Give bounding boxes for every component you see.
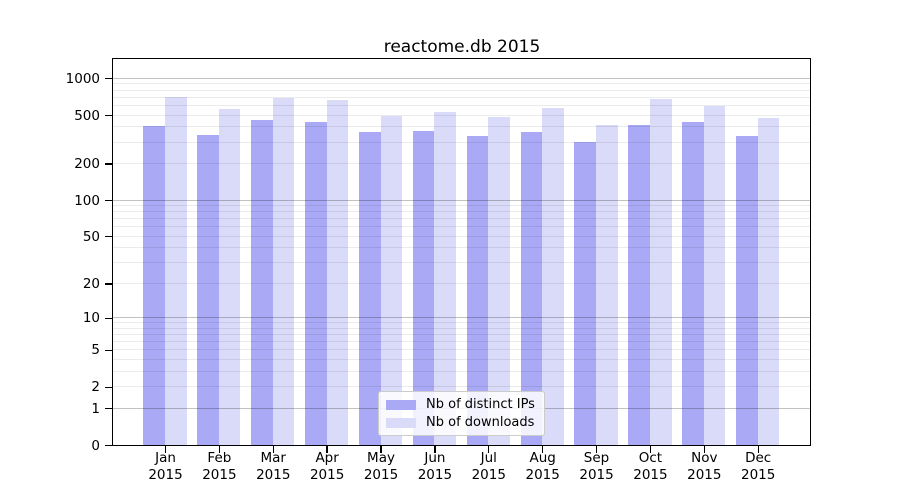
y-tick-label: 500 [74, 107, 100, 124]
x-tick-label-apr: Apr 2015 [309, 450, 345, 483]
y-tick-label: 2 [91, 379, 100, 396]
x-tick-label-jul: Jul 2015 [471, 450, 506, 483]
y-tick-label: 200 [74, 156, 100, 173]
bar-sep-distinct-ips [574, 142, 597, 445]
bar-nov-distinct-ips [682, 122, 704, 445]
y-tick-label: 10 [82, 310, 100, 327]
y-tick-label: 100 [74, 192, 100, 209]
bar-sep-downloads [596, 124, 618, 445]
bar-aug-downloads [542, 108, 564, 445]
bar-aug-distinct-ips [520, 132, 543, 445]
bar-mar-downloads [272, 97, 295, 445]
bar-jun-downloads [434, 111, 456, 445]
x-tick-label-dec: Dec 2015 [740, 450, 776, 483]
bars-layer [113, 59, 810, 445]
bar-may-downloads [380, 115, 403, 445]
legend-item-distinct-ips: Nb of distinct IPs [386, 397, 544, 412]
bar-may-distinct-ips [358, 131, 381, 445]
y-tick-label: 5 [91, 342, 100, 359]
bar-nov-downloads [703, 105, 726, 445]
x-tick [757, 445, 759, 453]
bar-jan-distinct-ips [143, 125, 165, 445]
x-tick-label-may: May 2015 [363, 450, 399, 483]
y-tick-label: 50 [82, 228, 100, 245]
bar-apr-downloads [326, 99, 349, 445]
y-tick-label: 20 [82, 275, 100, 292]
y-tick-label: 0 [91, 437, 100, 454]
bar-feb-downloads [218, 109, 241, 445]
bar-feb-distinct-ips [197, 134, 219, 445]
chart-title: reactome.db 2015 [383, 37, 541, 57]
y-tick-label: 1 [91, 400, 100, 417]
x-tick-label-jan: Jan 2015 [148, 450, 183, 483]
legend-label-distinct-ips: Nb of distinct IPs [426, 397, 535, 412]
x-tick [272, 445, 274, 453]
bar-jun-distinct-ips [412, 131, 435, 445]
x-tick [649, 445, 652, 453]
x-tick [164, 445, 167, 453]
bar-dec-downloads [757, 117, 780, 445]
x-tick [434, 445, 436, 453]
bar-mar-distinct-ips [251, 120, 273, 445]
x-tick [326, 445, 328, 453]
legend: Nb of distinct IPs Nb of downloads [378, 391, 545, 436]
legend-swatch-distinct-ips [386, 399, 416, 410]
x-tick-label-aug: Aug 2015 [525, 450, 560, 483]
x-tick [218, 445, 221, 453]
x-tick-label-sep: Sep 2015 [579, 450, 614, 483]
legend-swatch-downloads [386, 417, 416, 428]
bar-jan-downloads [165, 96, 187, 445]
bar-apr-distinct-ips [305, 122, 327, 445]
bar-oct-distinct-ips [628, 124, 650, 445]
x-tick [542, 445, 544, 453]
bar-jul-distinct-ips [466, 136, 489, 445]
x-tick-label-nov: Nov 2015 [687, 450, 722, 483]
bar-jul-downloads [488, 116, 510, 445]
plot-area: Nb of distinct IPs Nb of downloads [112, 58, 811, 446]
x-tick [595, 445, 598, 453]
x-tick-label-feb: Feb 2015 [202, 450, 237, 483]
bar-dec-distinct-ips [736, 136, 758, 445]
x-tick [488, 445, 490, 453]
x-tick [380, 445, 382, 453]
x-tick [703, 445, 705, 453]
legend-item-downloads: Nb of downloads [386, 415, 544, 430]
x-tick-label-mar: Mar 2015 [256, 450, 291, 483]
y-tick-label: 1000 [65, 70, 100, 87]
x-tick-label-oct: Oct 2015 [633, 450, 668, 483]
bar-oct-downloads [649, 98, 672, 445]
legend-label-downloads: Nb of downloads [426, 415, 535, 430]
x-tick-label-jun: Jun 2015 [417, 450, 453, 483]
